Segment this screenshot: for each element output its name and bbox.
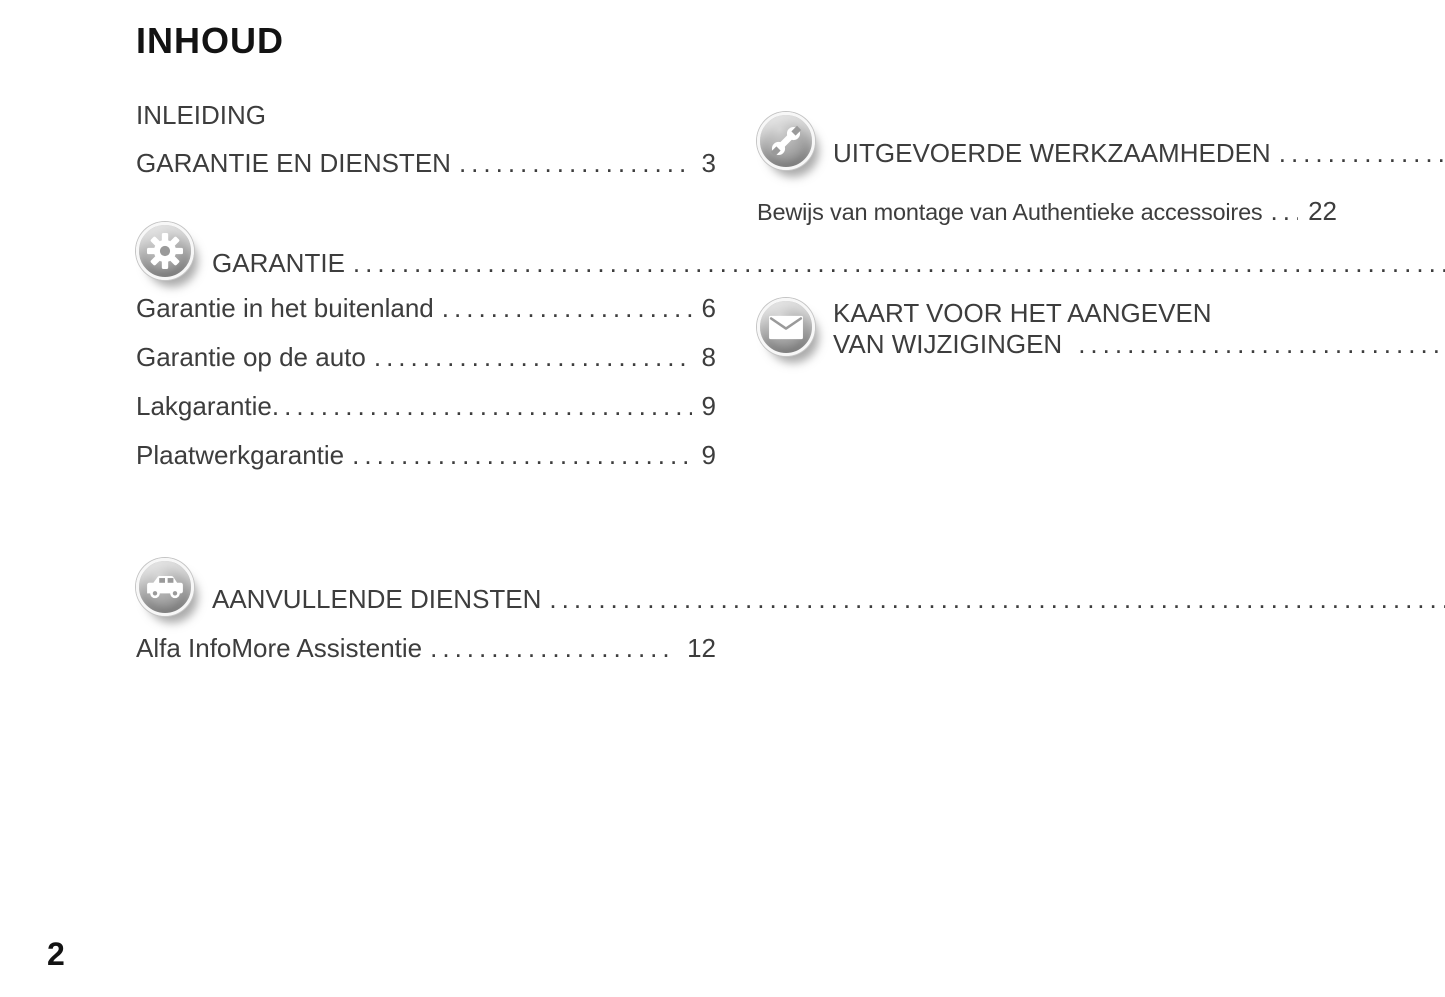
- toc-label: INLEIDING: [136, 100, 267, 130]
- dot-leader: ........................................…: [352, 248, 1445, 278]
- toc-page-number: 9: [701, 391, 716, 421]
- toc-right-column: UITGEVOERDE WERKZAAMHEDEN ..............…: [757, 0, 1445, 997]
- dot-leader: ........................................…: [271, 391, 692, 421]
- dot-leader: ........................................…: [352, 440, 691, 470]
- page-title: INHOUD: [136, 20, 284, 61]
- toc-entry-garantie-buitenland: Garantie in het buitenland .............…: [136, 291, 716, 325]
- toc-entry-kaart-wijzigingen: KAART VOOR HET AANGEVEN VAN WIJZIGINGEN …: [757, 296, 1445, 359]
- dot-leader: ........................................…: [1078, 329, 1445, 359]
- toc-page-number: 9: [701, 440, 716, 470]
- toc-label: UITGEVOERDE WERKZAAMHEDEN: [833, 138, 1271, 168]
- toc-label: GARANTIE EN DIENSTEN: [136, 148, 451, 178]
- footer-page-number: 2: [47, 936, 65, 972]
- toc-entry-aanvullende-diensten: AANVULLENDE DIENSTEN ...................…: [136, 558, 1445, 616]
- gear-icon: [136, 222, 194, 280]
- wrench-icon: [757, 112, 815, 170]
- toc-entry-bewijs-montage: Bewijs van montage van Authentieke acces…: [757, 194, 1337, 229]
- toc-left-column: INLEIDING GARANTIE EN DIENSTEN .........…: [136, 0, 1445, 997]
- car-icon: [136, 558, 194, 616]
- toc-label-line2: VAN WIJZIGINGEN: [833, 329, 1063, 359]
- toc-entry-garantie-en-diensten: GARANTIE EN DIENSTEN ...................…: [136, 146, 716, 180]
- toc-page-number: 12: [687, 633, 716, 663]
- dot-leader: ........................................…: [441, 293, 692, 323]
- toc-entry-garantie-auto: Garantie op de auto ....................…: [136, 340, 716, 374]
- toc-page-number: 8: [701, 342, 716, 372]
- toc-label: Lakgarantie: [136, 391, 272, 421]
- toc-label-line1: KAART VOOR HET AANGEVEN: [833, 298, 1212, 328]
- toc-page-number: 6: [701, 293, 716, 323]
- dot-leader: ........................................…: [1278, 138, 1445, 168]
- toc-entry-plaatwerkgarantie: Plaatwerkgarantie ......................…: [136, 438, 716, 472]
- toc-entry-uitgevoerde-werkzaamheden: UITGEVOERDE WERKZAAMHEDEN ..............…: [757, 112, 1445, 170]
- toc-label: Garantie op de auto: [136, 342, 366, 372]
- envelope-icon: [757, 298, 815, 356]
- toc-label: Garantie in het buitenland: [136, 293, 434, 323]
- toc-page-number: 22: [1308, 196, 1337, 226]
- toc-entry-inleiding: INLEIDING: [136, 98, 716, 132]
- toc-entry-lakgarantie: Lakgarantie ............................…: [136, 389, 716, 423]
- toc-label: Alfa InfoMore Assistentie: [136, 633, 423, 663]
- toc-label: GARANTIE: [212, 248, 345, 278]
- dot-leader: ........................................…: [458, 148, 692, 178]
- toc-page-number: 3: [701, 148, 716, 178]
- dot-leader: ........................................…: [373, 342, 692, 372]
- toc-label: Bewijs van montage van Authentieke acces…: [757, 199, 1263, 225]
- toc-label: Plaatwerkgarantie: [136, 440, 345, 470]
- dot-leader: ........................................…: [430, 633, 677, 663]
- toc-label: AANVULLENDE DIENSTEN: [212, 584, 542, 614]
- toc-entry-alfa-infomore: Alfa InfoMore Assistentie ..............…: [136, 631, 716, 665]
- dot-leader: ........................................…: [1270, 196, 1298, 226]
- toc-entry-garantie: GARANTIE ...............................…: [136, 222, 1445, 280]
- dot-leader: ........................................…: [549, 584, 1445, 614]
